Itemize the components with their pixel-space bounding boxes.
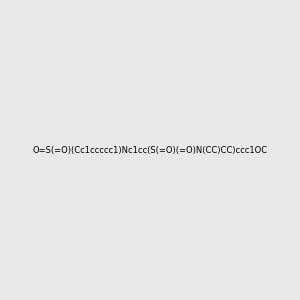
Text: O=S(=O)(Cc1ccccc1)Nc1cc(S(=O)(=O)N(CC)CC)ccc1OC: O=S(=O)(Cc1ccccc1)Nc1cc(S(=O)(=O)N(CC)CC… <box>32 146 268 154</box>
